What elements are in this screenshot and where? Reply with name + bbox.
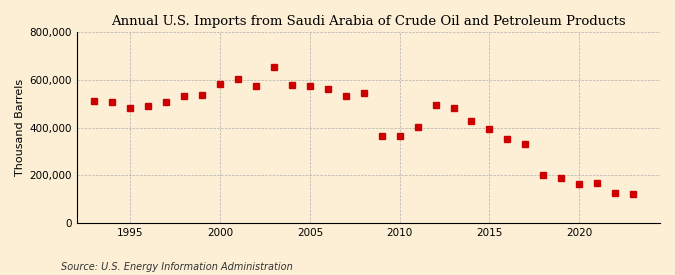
Title: Annual U.S. Imports from Saudi Arabia of Crude Oil and Petroleum Products: Annual U.S. Imports from Saudi Arabia of… — [111, 15, 626, 28]
Text: Source: U.S. Energy Information Administration: Source: U.S. Energy Information Administ… — [61, 262, 292, 272]
Y-axis label: Thousand Barrels: Thousand Barrels — [15, 79, 25, 176]
